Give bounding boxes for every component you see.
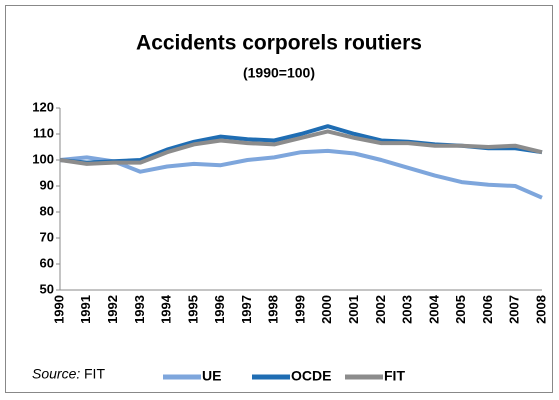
y-tick-label: 70	[40, 229, 54, 244]
x-tick-label: 2004	[426, 294, 441, 324]
x-tick-label: 2005	[453, 295, 468, 324]
x-tick-label: 2000	[319, 295, 334, 324]
legend-label: OCDE	[291, 368, 331, 384]
x-tick-label: 2001	[346, 295, 361, 324]
x-tick-label: 1996	[212, 295, 227, 324]
y-tick-label: 80	[40, 203, 54, 218]
y-tick-label: 100	[32, 151, 54, 166]
x-tick-label: 1994	[159, 294, 174, 324]
source: FIT	[84, 366, 105, 382]
x-tick-label: 2006	[480, 295, 495, 324]
chart-title: Accidents corporels routiers	[136, 32, 422, 55]
series-line	[59, 129, 543, 166]
x-tick-label: 2002	[373, 295, 388, 324]
x-tick-label: 1997	[239, 295, 254, 324]
series-line	[59, 148, 543, 200]
y-tick-label: 60	[40, 255, 54, 270]
chart-frame	[5, 5, 553, 393]
chart-subtitle: (1990=100)	[243, 65, 315, 81]
source-label: Source:	[32, 366, 80, 382]
x-tick-label: 1995	[185, 295, 200, 324]
x-tick-label: 1998	[266, 295, 281, 324]
legend-label: UE	[202, 368, 221, 384]
x-tick-label: 1993	[132, 295, 147, 324]
y-tick-label: 120	[32, 99, 54, 114]
y-tick-label: 90	[40, 177, 54, 192]
x-tick-label: 1992	[105, 295, 120, 324]
x-tick-label: 1999	[292, 295, 307, 324]
x-tick-label: 2003	[400, 295, 415, 324]
legend-label: FIT	[384, 368, 405, 384]
x-tick-label: 2007	[507, 295, 522, 324]
x-tick-label: 2008	[533, 295, 548, 324]
y-tick-label: 110	[33, 125, 54, 140]
x-tick-label: 1991	[78, 295, 93, 324]
y-tick-label: 50	[40, 281, 54, 296]
x-tick-label: 1990	[51, 295, 66, 324]
